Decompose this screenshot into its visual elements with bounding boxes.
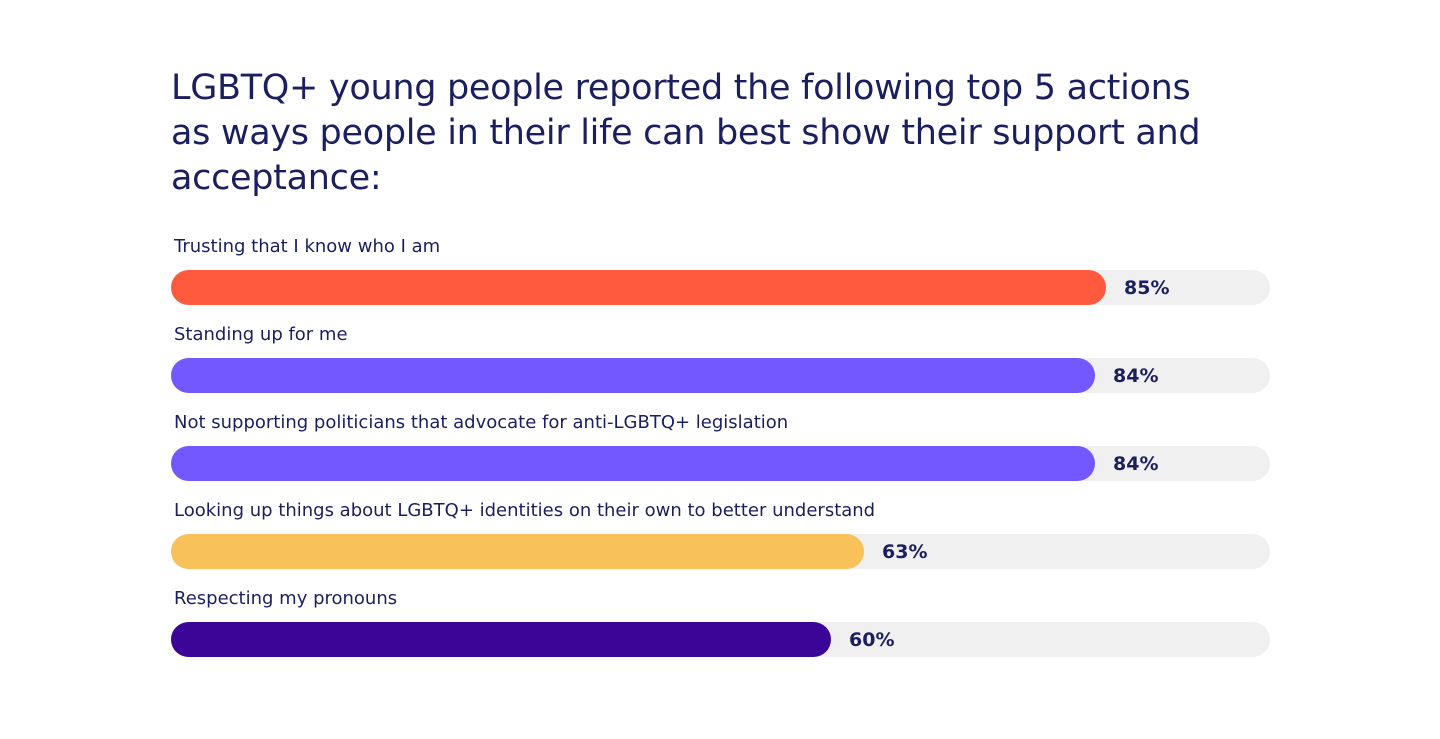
bar-track: 60%	[171, 622, 1270, 657]
bar-value-label: 85%	[1124, 277, 1170, 299]
bar	[171, 446, 1095, 481]
bar-row: Respecting my pronouns 60%	[171, 584, 1270, 672]
bar	[171, 270, 1106, 305]
bar-value-label: 84%	[1113, 365, 1159, 387]
bar-category-label: Standing up for me	[174, 324, 348, 345]
bar-row: Trusting that I know who I am 85%	[171, 232, 1270, 320]
bar-track: 85%	[171, 270, 1270, 305]
bar-category-label: Trusting that I know who I am	[174, 236, 441, 257]
bar-track: 63%	[171, 534, 1270, 569]
bar	[171, 622, 831, 657]
bar-category-label: Not supporting politicians that advocate…	[174, 412, 789, 433]
bar-value-label: 60%	[849, 629, 895, 651]
bar-category-label: Respecting my pronouns	[174, 588, 398, 609]
bar-track: 84%	[171, 358, 1270, 393]
bar	[171, 534, 864, 569]
chart-title: LGBTQ+ young people reported the followi…	[171, 68, 1201, 198]
bar-chart: LGBTQ+ young people reported the followi…	[171, 0, 1271, 739]
bar-value-label: 63%	[882, 541, 928, 563]
bar	[171, 358, 1095, 393]
bar-row: Not supporting politicians that advocate…	[171, 408, 1270, 496]
bar-rows: Trusting that I know who I am 85% Standing…	[171, 232, 1270, 672]
bar-row: Looking up things about LGBTQ+ identitie…	[171, 496, 1270, 584]
bar-track: 84%	[171, 446, 1270, 481]
bar-category-label: Looking up things about LGBTQ+ identitie…	[174, 500, 876, 521]
bar-row: Standing up for me 84%	[171, 320, 1270, 408]
bar-value-label: 84%	[1113, 453, 1159, 475]
